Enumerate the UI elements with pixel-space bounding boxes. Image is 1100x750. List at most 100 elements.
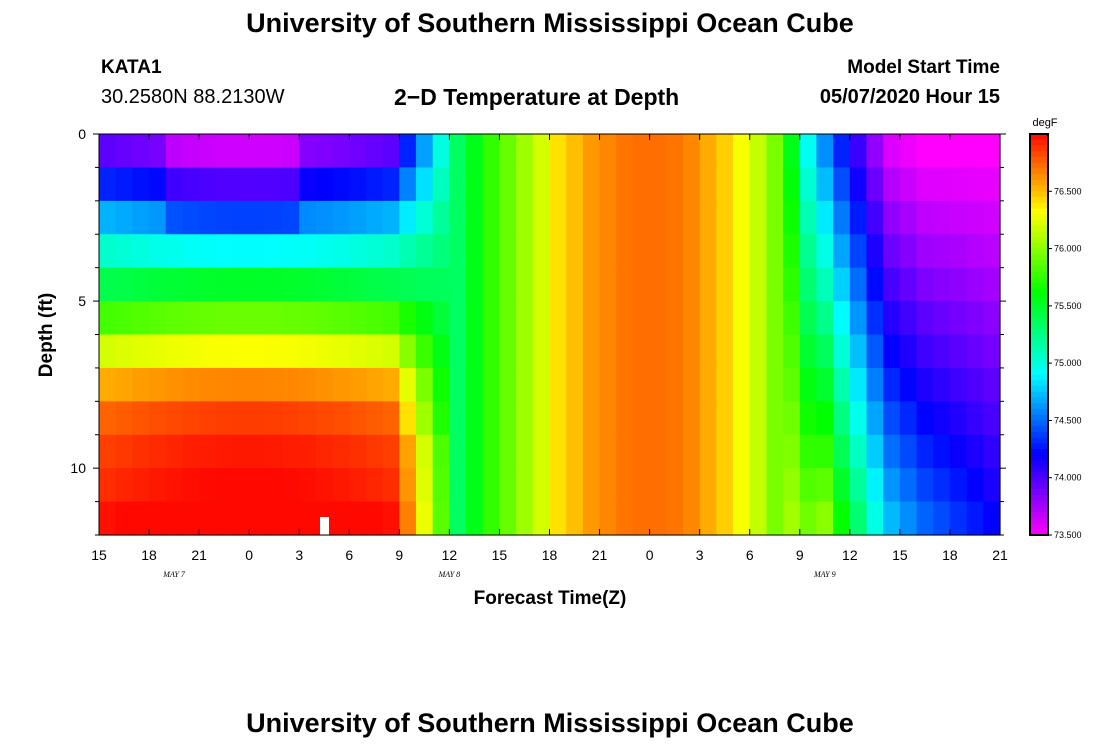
heat-cell [816,301,834,336]
heat-cell [399,267,417,302]
heat-cell [949,167,968,202]
heat-cell [399,334,417,369]
x-tick-label: 18 [141,547,157,563]
heat-cell [699,167,717,202]
heat-cell [182,267,200,302]
heat-cell [966,200,984,235]
heat-cell [866,167,884,202]
heat-cell [816,234,834,269]
heat-cell [449,401,467,436]
colorbar-swatch [1030,271,1048,278]
heat-cell [666,501,684,536]
heat-cell [899,301,918,336]
heat-cell [299,367,317,402]
heat-cell [549,200,567,235]
heat-cell [182,301,200,336]
colorbar-swatch [1030,386,1048,393]
heat-cell [382,234,400,269]
heat-cell [466,200,484,235]
heat-cell [165,401,184,436]
heat-cell [115,434,133,469]
heat-cell [582,334,601,369]
colorbar-swatch [1030,489,1048,496]
heat-cell [199,301,217,336]
heat-cell [833,267,851,302]
colorbar-swatch [1030,454,1048,462]
heat-cell [883,334,901,369]
heat-cell [599,301,617,336]
heat-cell [516,334,534,369]
heat-cell [432,468,450,503]
colorbar-swatch [1030,305,1048,313]
heat-cell [482,134,501,169]
heat-cell [566,501,584,536]
colorbar-swatch [1030,466,1048,473]
heat-cell [616,501,634,536]
heat-cell [949,134,968,169]
heat-cell [816,468,834,503]
heat-cell [416,234,434,269]
heat-cell [599,468,617,503]
heat-cell [199,367,217,402]
heat-cell [349,401,367,436]
x-tick-label: 21 [992,547,1008,563]
heat-cell [682,334,701,369]
heat-cell [933,434,951,469]
heat-cell [949,200,968,235]
heat-cell [215,167,234,202]
heat-cell [399,167,417,202]
heat-cell [632,367,651,402]
heat-cell [766,367,784,402]
x-tick-label: 0 [245,547,253,563]
heat-cell [215,501,234,536]
heat-cell [99,434,117,469]
heat-cell [416,134,434,169]
heat-cell [933,234,951,269]
colorbar-swatch [1030,260,1048,267]
heat-cell [99,167,117,202]
heat-cell [883,301,901,336]
heat-cell [249,501,267,536]
heat-cell [816,334,834,369]
colorbar-swatch [1030,483,1048,490]
heat-cell [866,367,884,402]
heat-cell [349,434,367,469]
heat-cell [382,501,400,536]
heat-cell [933,334,951,369]
heat-cell [215,334,234,369]
heat-cell [716,200,734,235]
heat-cell [499,501,517,536]
heat-cell [249,401,267,436]
heat-cell [249,200,267,235]
heat-cell [332,267,350,302]
heat-cell [833,468,851,503]
heat-cell [215,234,234,269]
heat-cell [99,334,117,369]
heat-cell [416,200,434,235]
heat-cell [299,301,317,336]
heat-cell [983,200,1001,235]
heat-cell [532,234,551,269]
colorbar-swatch [1030,151,1048,158]
heat-cell [365,167,384,202]
heat-cell [182,434,200,469]
heat-cell [149,367,167,402]
heat-cell [299,267,317,302]
heat-cell [833,167,851,202]
heat-cell [449,134,467,169]
colorbar-swatch [1030,517,1048,525]
heat-cell [315,401,334,436]
heat-cell [616,234,634,269]
heat-cell [783,134,801,169]
x-tick-label: 15 [492,547,508,563]
heat-cell [582,167,601,202]
heat-cell [282,200,300,235]
heat-cell [849,501,868,536]
heat-cell [849,334,868,369]
heat-cell [833,301,851,336]
heat-cell [315,434,334,469]
colorbar-swatch [1030,231,1048,238]
heat-cell [649,134,667,169]
heat-cell [916,434,934,469]
heat-cell [416,334,434,369]
